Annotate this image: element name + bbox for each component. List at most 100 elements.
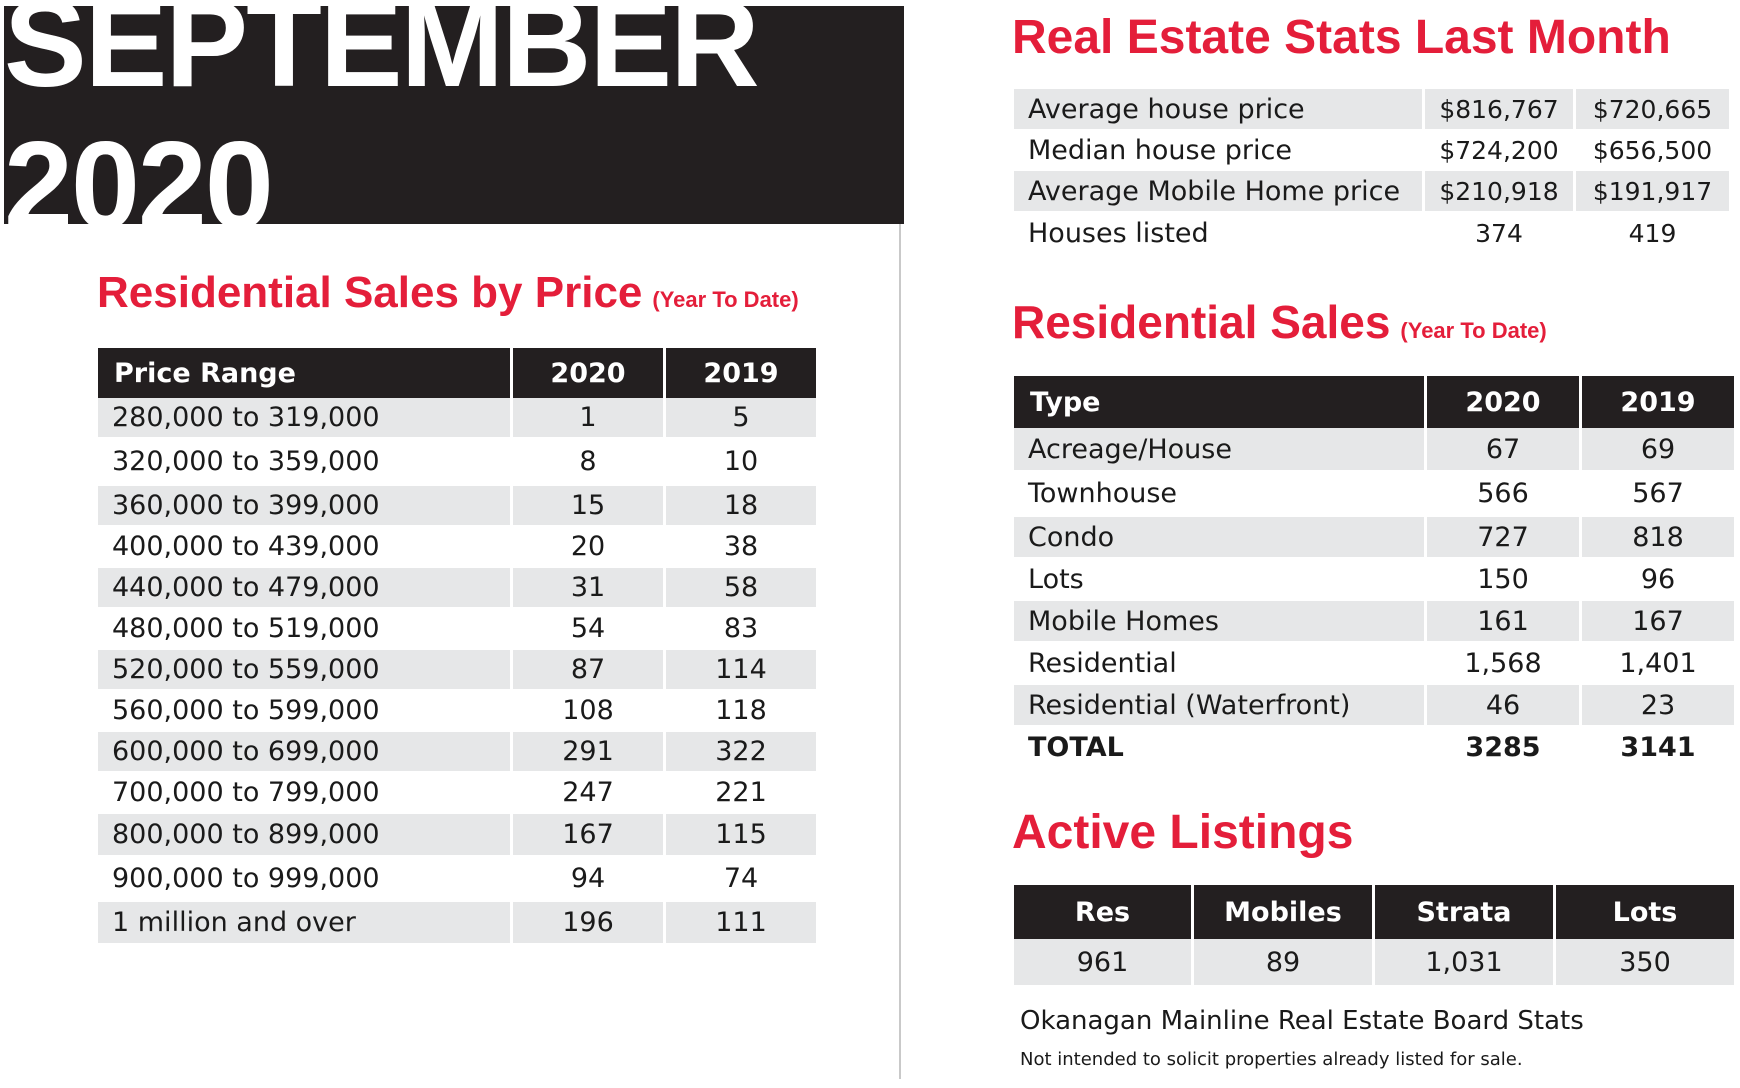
total-2019-cell: 3141 bbox=[1620, 731, 1696, 763]
price-range-cell: 800,000 to 899,000 bbox=[98, 814, 510, 855]
stat-previous-cell: $191,917 bbox=[1576, 171, 1729, 211]
value-2019-cell: 69 bbox=[1582, 428, 1734, 470]
stat-label-cell: Houses listed bbox=[1028, 217, 1209, 249]
residential-sales-table: Type 2020 2019 Acreage/House 67 69 Townhou… bbox=[1011, 376, 1737, 769]
value-2019-cell: 567 bbox=[1632, 478, 1684, 509]
value-2020-cell: 167 bbox=[513, 814, 663, 855]
price-range-cell: 440,000 to 479,000 bbox=[98, 568, 510, 607]
table-header-row: Res Mobiles Strata Lots bbox=[1014, 885, 1734, 939]
value-2020-cell: 67 bbox=[1427, 428, 1579, 470]
table-row: 280,000 to 319,000 1 5 bbox=[98, 398, 816, 437]
table-row: 320,000 to 359,000 8 10 bbox=[98, 437, 816, 486]
table-row: Acreage/House 67 69 bbox=[1014, 428, 1734, 470]
active-listings-table: Res Mobiles Strata Lots 961 89 1,031 350 bbox=[1011, 885, 1737, 985]
disclaimer-note: Not intended to solicit properties alrea… bbox=[1020, 1049, 1523, 1070]
table-row: Residential 1,568 1,401 bbox=[1014, 641, 1734, 685]
value-2019-cell: 10 bbox=[723, 446, 759, 477]
value-2019-cell: 83 bbox=[723, 613, 759, 644]
table-row: 520,000 to 559,000 87 114 bbox=[98, 650, 816, 689]
value-2020-cell: 8 bbox=[579, 446, 597, 477]
column-header-lots: Lots bbox=[1556, 885, 1734, 939]
price-range-cell: 520,000 to 559,000 bbox=[98, 650, 510, 689]
table-header-row: Price Range 2020 2019 bbox=[98, 348, 816, 398]
table-row: Condo 727 818 bbox=[1014, 517, 1734, 557]
table-row: 440,000 to 479,000 31 58 bbox=[98, 568, 816, 607]
column-header-type: Type bbox=[1014, 376, 1424, 428]
table-row: 961 89 1,031 350 bbox=[1014, 939, 1734, 985]
type-cell: Lots bbox=[1028, 563, 1084, 595]
type-cell: Mobile Homes bbox=[1014, 601, 1424, 641]
table-row: Residential (Waterfront) 46 23 bbox=[1014, 685, 1734, 725]
value-2020-cell: 87 bbox=[513, 650, 663, 689]
table-row: Average Mobile Home price $210,918 $191,91… bbox=[1014, 171, 1729, 211]
type-cell: Condo bbox=[1014, 517, 1424, 557]
stat-previous-cell: 419 bbox=[1628, 218, 1677, 248]
table-row: Median house price $724,200 $656,500 bbox=[1014, 129, 1729, 171]
value-2020-cell: 247 bbox=[562, 777, 614, 808]
table-row: Average house price $816,767 $720,665 bbox=[1014, 89, 1729, 129]
value-2019-cell: 167 bbox=[1582, 601, 1734, 641]
price-sales-subtitle: (Year To Date) bbox=[652, 287, 799, 312]
value-2020-cell: 54 bbox=[570, 613, 606, 644]
value-2019-cell: 111 bbox=[666, 902, 816, 943]
value-2020-cell: 150 bbox=[1477, 563, 1529, 595]
stat-current-cell: $816,767 bbox=[1425, 89, 1573, 129]
value-2019-cell: 818 bbox=[1582, 517, 1734, 557]
value-2020-cell: 15 bbox=[513, 486, 663, 525]
value-2020-cell: 94 bbox=[570, 863, 606, 894]
value-2019-cell: 115 bbox=[666, 814, 816, 855]
stat-previous-cell: $656,500 bbox=[1592, 135, 1713, 165]
active-listings-title: Active Listings bbox=[1012, 806, 1354, 859]
total-row: TOTAL 3285 3141 bbox=[1014, 725, 1734, 769]
price-range-cell: 600,000 to 699,000 bbox=[98, 732, 510, 771]
value-2019-cell: 58 bbox=[666, 568, 816, 607]
source-note: Okanagan Mainline Real Estate Board Stat… bbox=[1020, 1006, 1584, 1036]
month-banner: SEPTEMBER 2020 bbox=[4, 0, 904, 255]
table-row: 1 million and over 196 111 bbox=[98, 902, 816, 943]
column-header-2020: 2020 bbox=[1427, 376, 1579, 428]
value-2020-cell: 161 bbox=[1427, 601, 1579, 641]
column-header-mobiles: Mobiles bbox=[1194, 885, 1372, 939]
stats-title: Real Estate Stats Last Month bbox=[1012, 11, 1671, 64]
value-2020-cell: 196 bbox=[513, 902, 663, 943]
table-row: Mobile Homes 161 167 bbox=[1014, 601, 1734, 641]
table-row: 800,000 to 899,000 167 115 bbox=[98, 814, 816, 855]
price-sales-title: Residential Sales by Price (Year To Date) bbox=[97, 268, 799, 318]
table-row: 480,000 to 519,000 54 83 bbox=[98, 607, 816, 650]
table-row: 360,000 to 399,000 15 18 bbox=[98, 486, 816, 525]
value-2020-cell: 566 bbox=[1477, 478, 1529, 509]
price-range-cell: 360,000 to 399,000 bbox=[98, 486, 510, 525]
residential-sales-title: Residential Sales (Year To Date) bbox=[1012, 295, 1547, 349]
value-2020-cell: 20 bbox=[570, 531, 606, 562]
value-2020-cell: 291 bbox=[513, 732, 663, 771]
stat-label-cell: Average Mobile Home price bbox=[1014, 171, 1422, 211]
value-2020-cell: 1 bbox=[513, 398, 663, 437]
total-label-cell: TOTAL bbox=[1028, 731, 1124, 763]
column-header-price-range: Price Range bbox=[98, 348, 510, 398]
value-2020-cell: 46 bbox=[1427, 685, 1579, 725]
table-row: 900,000 to 999,000 94 74 bbox=[98, 855, 816, 902]
mobiles-count-cell: 89 bbox=[1194, 939, 1372, 985]
price-range-cell: 320,000 to 359,000 bbox=[112, 446, 380, 477]
residential-sales-title-text: Residential Sales bbox=[1012, 296, 1391, 348]
table-row: 400,000 to 439,000 20 38 bbox=[98, 525, 816, 568]
table-row: Houses listed 374 419 bbox=[1014, 211, 1729, 255]
price-range-cell: 700,000 to 799,000 bbox=[112, 777, 380, 808]
column-divider bbox=[899, 224, 901, 1079]
column-header-res: Res bbox=[1014, 885, 1191, 939]
type-cell: Residential bbox=[1028, 647, 1177, 679]
stat-current-cell: $724,200 bbox=[1439, 135, 1559, 165]
column-header-2019: 2019 bbox=[666, 348, 816, 398]
price-range-cell: 560,000 to 599,000 bbox=[112, 695, 380, 726]
residential-sales-subtitle: (Year To Date) bbox=[1400, 318, 1547, 343]
stats-table: Average house price $816,767 $720,665 Medi… bbox=[1011, 89, 1732, 255]
value-2020-cell: 727 bbox=[1427, 517, 1579, 557]
table-row: Lots 150 96 bbox=[1014, 557, 1734, 601]
value-2019-cell: 5 bbox=[666, 398, 816, 437]
price-sales-table: Price Range 2020 2019 280,000 to 319,000… bbox=[95, 348, 819, 943]
value-2019-cell: 38 bbox=[723, 531, 759, 562]
table-header-row: Type 2020 2019 bbox=[1014, 376, 1734, 428]
price-range-cell: 1 million and over bbox=[98, 902, 510, 943]
price-sales-title-text: Residential Sales by Price bbox=[97, 268, 643, 317]
price-range-cell: 400,000 to 439,000 bbox=[112, 531, 380, 562]
